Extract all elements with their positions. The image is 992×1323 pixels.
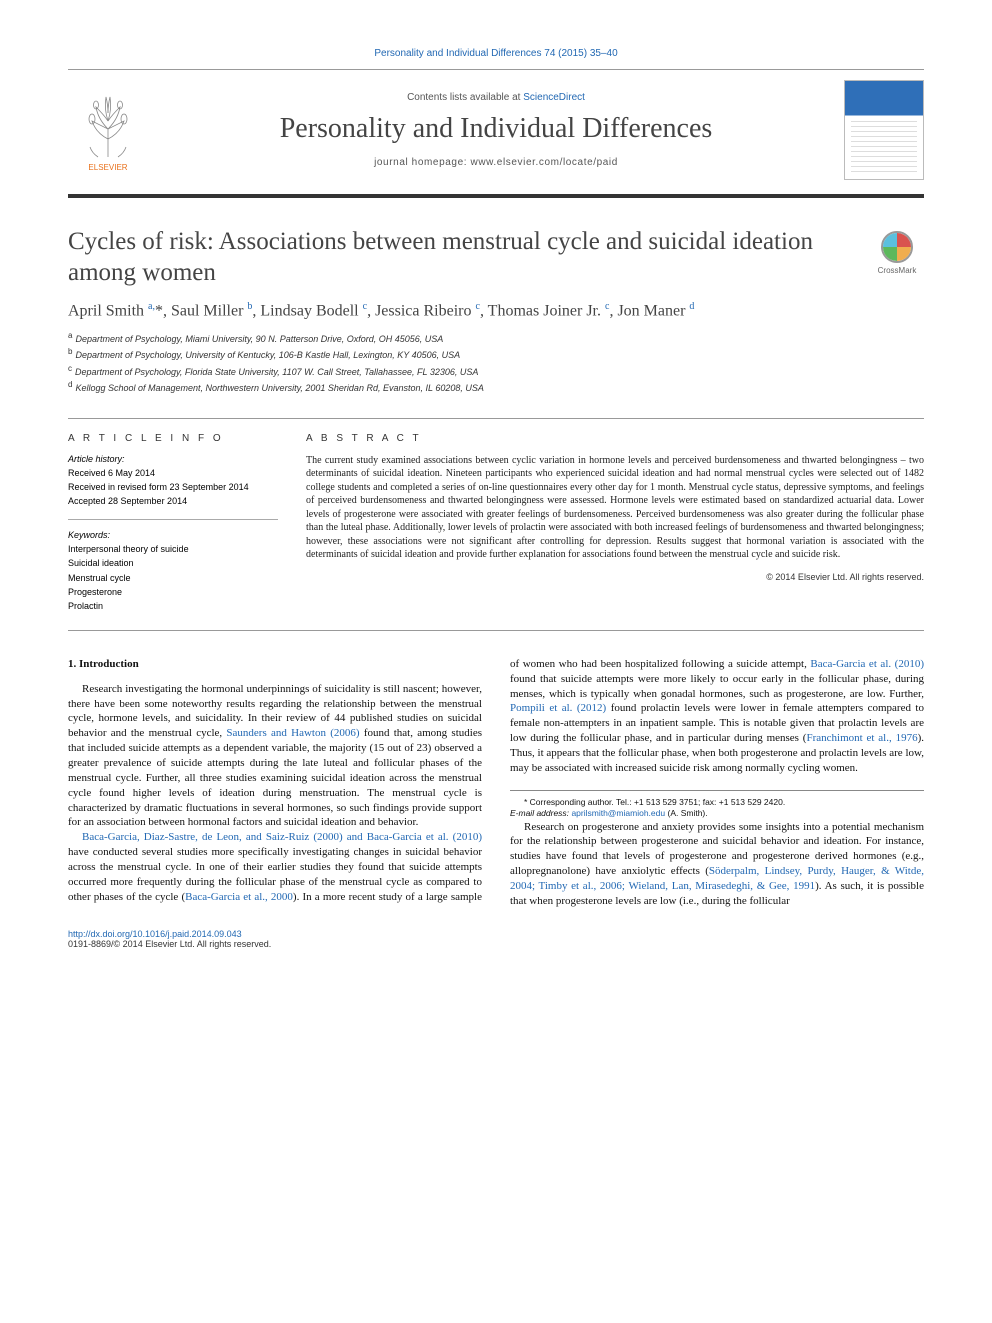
masthead-center: Contents lists available at ScienceDirec… [148,92,844,168]
publisher-logo: ELSEVIER [68,89,148,172]
info-heading: A R T I C L E I N F O [68,433,278,444]
abstract-heading: A B S T R A C T [306,433,924,444]
footnote: * Corresponding author. Tel.: +1 513 529… [510,790,924,820]
footnote-corr: * Corresponding author. Tel.: +1 513 529… [510,797,924,808]
footnote-email: E-mail address: aprilsmith@miamioh.edu (… [510,808,924,819]
masthead: ELSEVIER Contents lists available at Sci… [68,69,924,198]
keyword-4: Prolactin [68,600,278,612]
elsevier-tree-icon [78,89,138,159]
keywords-label: Keywords: [68,530,278,540]
title-block: Cycles of risk: Associations between men… [68,226,924,396]
abstract-copyright: © 2014 Elsevier Ltd. All rights reserved… [306,572,924,582]
page-root: Personality and Individual Differences 7… [0,0,992,989]
contents-line: Contents lists available at ScienceDirec… [148,92,844,103]
issn-line: 0191-8869/© 2014 Elsevier Ltd. All right… [68,939,271,949]
affiliation-b: bDepartment of Psychology, University of… [68,346,924,363]
doi-link[interactable]: http://dx.doi.org/10.1016/j.paid.2014.09… [68,929,242,939]
contents-prefix: Contents lists available at [407,92,523,103]
history-label: Article history: [68,454,278,464]
affiliation-c: cDepartment of Psychology, Florida State… [68,363,924,380]
affiliation-d: dKellogg School of Management, Northwest… [68,379,924,396]
crossmark-badge[interactable]: CrossMark [870,230,924,275]
history-received: Received 6 May 2014 [68,467,278,479]
sciencedirect-link[interactable]: ScienceDirect [523,92,585,103]
article-title: Cycles of risk: Associations between men… [68,226,828,289]
abstract: A B S T R A C T The current study examin… [306,433,924,614]
keyword-0: Interpersonal theory of suicide [68,543,278,555]
keyword-1: Suicidal ideation [68,557,278,569]
homepage-url[interactable]: www.elsevier.com/locate/paid [471,157,618,168]
homepage-prefix: journal homepage: [374,157,470,168]
article-info: A R T I C L E I N F O Article history: R… [68,433,278,614]
abstract-text: The current study examined associations … [306,454,924,562]
keyword-3: Progesterone [68,586,278,598]
journal-name: Personality and Individual Differences [148,113,844,145]
email-link[interactable]: aprilsmith@miamioh.edu [571,808,665,818]
header-citation: Personality and Individual Differences 7… [68,48,924,59]
keyword-2: Menstrual cycle [68,572,278,584]
crossmark-label: CrossMark [878,266,917,275]
body-para-2: Research on progesterone and anxiety pro… [510,820,924,909]
publisher-name: ELSEVIER [68,163,148,172]
cover-thumb [844,80,924,180]
footer: http://dx.doi.org/10.1016/j.paid.2014.09… [68,929,924,949]
homepage-line: journal homepage: www.elsevier.com/locat… [148,157,844,168]
crossmark-icon [880,230,914,264]
section-heading: 1. Introduction [68,657,482,672]
info-divider [68,519,278,520]
affiliation-a: aDepartment of Psychology, Miami Univers… [68,330,924,347]
history-revised: Received in revised form 23 September 20… [68,481,278,493]
authors: April Smith a,*, Saul Miller b, Lindsay … [68,301,924,320]
affiliations: aDepartment of Psychology, Miami Univers… [68,330,924,396]
body-para-0: Research investigating the hormonal unde… [68,682,482,830]
body-columns: 1. Introduction Research investigating t… [68,657,924,909]
info-abstract-row: A R T I C L E I N F O Article history: R… [68,418,924,631]
history-accepted: Accepted 28 September 2014 [68,495,278,507]
